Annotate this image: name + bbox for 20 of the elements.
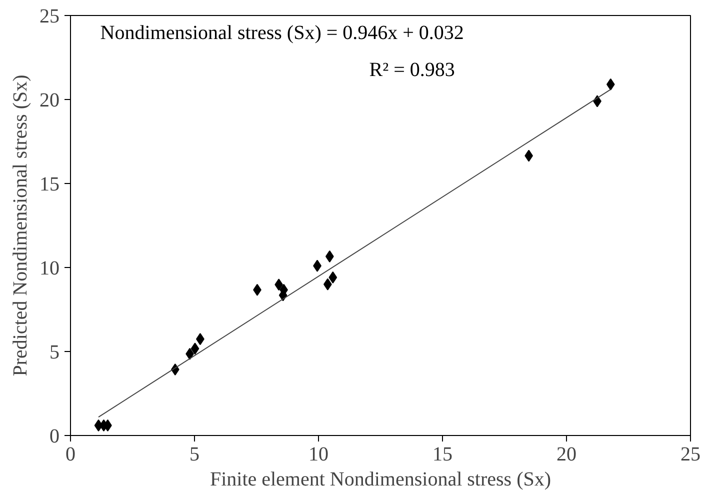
y-axis-title: Predicted Nondimensional stress (Sx)	[10, 74, 32, 376]
x-tick-label: 10	[308, 444, 328, 466]
point	[190, 342, 200, 355]
annotation: R² = 0.983	[369, 59, 455, 82]
x-tick-label: 0	[66, 444, 76, 466]
y-tick-label: 5	[50, 342, 60, 364]
y-tick-label: 10	[40, 258, 60, 280]
x-axis-title: Finite element Nondimensional stress (Sx)	[210, 468, 552, 490]
y-tick-label: 20	[40, 90, 60, 112]
point	[606, 78, 615, 90]
y-tick-label: 25	[40, 6, 60, 28]
point	[328, 271, 338, 284]
y-tick-label: 15	[40, 174, 60, 196]
x-tick-label: 5	[190, 444, 200, 466]
annotation: Nondimensional stress (Sx) = 0.946x + 0.032	[100, 22, 464, 44]
x-tick-label: 15	[432, 444, 452, 466]
y-tick-label: 0	[50, 426, 60, 448]
x-tick-label: 20	[556, 444, 576, 466]
x-tick-label: 25	[680, 444, 700, 466]
point	[325, 250, 334, 262]
